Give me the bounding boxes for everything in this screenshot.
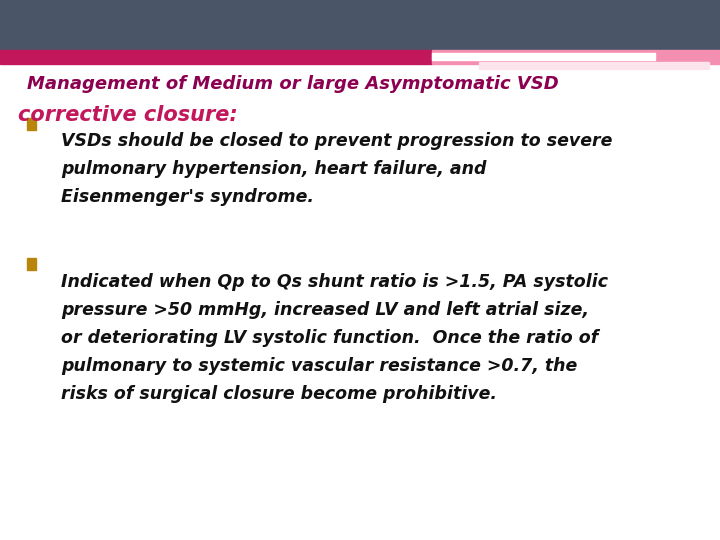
Text: Eisenmenger's syndrome.: Eisenmenger's syndrome. xyxy=(61,188,314,206)
Text: risks of surgical closure become prohibitive.: risks of surgical closure become prohibi… xyxy=(61,385,498,403)
Bar xyxy=(0,50,432,64)
Text: pulmonary hypertension, heart failure, and: pulmonary hypertension, heart failure, a… xyxy=(61,160,487,178)
FancyBboxPatch shape xyxy=(27,118,36,130)
Text: pressure >50 mmHg, increased LV and left atrial size,: pressure >50 mmHg, increased LV and left… xyxy=(61,301,589,319)
Bar xyxy=(0,0,720,50)
Bar xyxy=(432,53,655,60)
Bar xyxy=(479,62,709,69)
FancyBboxPatch shape xyxy=(27,258,36,270)
Text: or deteriorating LV systolic function.  Once the ratio of: or deteriorating LV systolic function. O… xyxy=(61,329,598,347)
Text: VSDs should be closed to prevent progression to severe: VSDs should be closed to prevent progres… xyxy=(61,132,613,150)
Text: corrective closure:: corrective closure: xyxy=(18,105,238,125)
Bar xyxy=(432,50,720,64)
Text: pulmonary to systemic vascular resistance >0.7, the: pulmonary to systemic vascular resistanc… xyxy=(61,357,577,375)
Text: Indicated when Qp to Qs shunt ratio is >1.5, PA systolic: Indicated when Qp to Qs shunt ratio is >… xyxy=(61,273,608,291)
Text: Management of Medium or large Asymptomatic VSD: Management of Medium or large Asymptomat… xyxy=(27,75,559,92)
